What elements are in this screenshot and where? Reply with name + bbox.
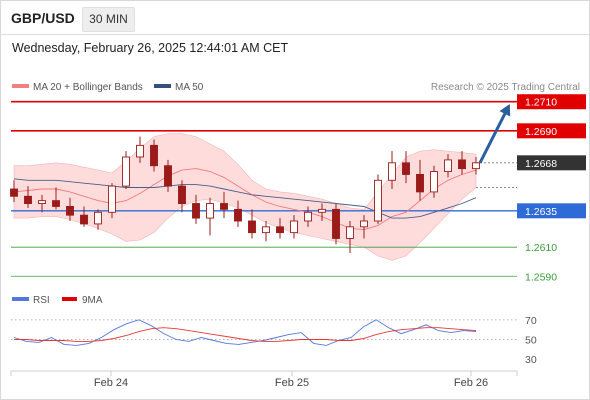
candle-body [262, 226, 270, 234]
bollinger-band-area [13, 133, 477, 261]
level-badge-1.2635 [517, 203, 586, 219]
candle-body [10, 188, 18, 197]
rsi-tick-50: 50 [525, 334, 537, 346]
candle-body [150, 144, 158, 167]
candle-body [374, 179, 382, 222]
candle-body [66, 206, 74, 216]
candle-body [234, 208, 242, 222]
candle-body [360, 220, 368, 228]
bollinger-bands [13, 133, 477, 261]
candle-body [206, 203, 214, 219]
level-label-1.2668: 1.2668 [525, 158, 557, 170]
candle-body [248, 220, 256, 234]
candle-body [164, 165, 172, 187]
level-badge-1.2690 [517, 123, 586, 139]
rsi-line [13, 319, 477, 346]
level-labels: 1.2710 1.2690 1.2668 1.2635 1.2610 1.2590 [517, 94, 586, 283]
ma50-legend-swatch [154, 84, 171, 88]
candle-body [276, 226, 284, 234]
rsi-legend-label: RSI [33, 295, 50, 306]
ma9-legend-swatch [62, 297, 77, 301]
candle-body [402, 162, 410, 175]
x-tick-label: Feb 26 [454, 377, 488, 389]
level-label-1.2635: 1.2635 [525, 206, 557, 218]
candle-body [388, 162, 396, 181]
candle-body [458, 159, 466, 170]
candle-body [304, 211, 312, 222]
level-label-1.2590: 1.2590 [525, 271, 557, 283]
candle-body [38, 200, 46, 204]
candle-body [430, 171, 438, 193]
candle-body [108, 185, 116, 213]
candle-body [52, 200, 60, 207]
rsi-legend-swatch [12, 297, 29, 301]
candle-body [24, 195, 32, 204]
level-label-1.2690: 1.2690 [525, 126, 557, 138]
candle-body [122, 156, 130, 187]
currency-pair-title: GBP/USD [11, 10, 75, 26]
ma20-legend-swatch [12, 84, 29, 88]
candle-body [318, 208, 326, 213]
ma9-line [14, 327, 477, 342]
level-badge-1.2668 [517, 155, 586, 171]
ma9-legend-label: 9MA [82, 295, 103, 306]
level-badge-1.2710 [517, 94, 586, 110]
ma50-legend-label: MA 50 [175, 82, 204, 93]
x-tick-label: Feb 24 [94, 377, 128, 389]
source-attribution: Research © 2025 Trading Central [431, 82, 580, 93]
x-axis-ticks: Feb 24 Feb 25 Feb 26 [94, 371, 488, 389]
candle-body [192, 203, 200, 219]
candle-body [136, 144, 144, 158]
timestamp: Wednesday, February 26, 2025 12:44:01 AM… [12, 41, 289, 55]
header-divider [0, 34, 590, 35]
candlesticks [10, 136, 480, 253]
candle-body [290, 220, 298, 234]
rsi-tick-30: 30 [525, 354, 537, 366]
candle-body [416, 174, 424, 193]
candle-body [220, 203, 228, 210]
candle-body [80, 214, 88, 225]
candle-body [346, 226, 354, 239]
rsi-tick-70: 70 [525, 315, 537, 327]
forecast-arrow-head [499, 104, 511, 117]
level-label-1.2710: 1.2710 [525, 97, 557, 109]
candle-body [94, 211, 102, 225]
candle-body [332, 208, 340, 239]
ma50-line [13, 178, 477, 219]
rsi-panel: 70 50 30 [11, 315, 537, 366]
candle-body [472, 162, 480, 170]
candle-body [444, 159, 452, 172]
ma20-legend-label: MA 20 + Bollinger Bands [33, 82, 143, 93]
price-levels [11, 100, 517, 277]
ma20-line [13, 168, 477, 231]
candle-body [178, 185, 186, 204]
level-label-1.2610: 1.2610 [525, 242, 557, 254]
forecast-arrow [478, 104, 511, 164]
moving-averages [13, 168, 477, 231]
forecast-arrow-shaft [478, 106, 510, 164]
timeframe-badge[interactable]: 30 MIN [82, 7, 135, 32]
x-tick-label: Feb 25 [275, 377, 309, 389]
